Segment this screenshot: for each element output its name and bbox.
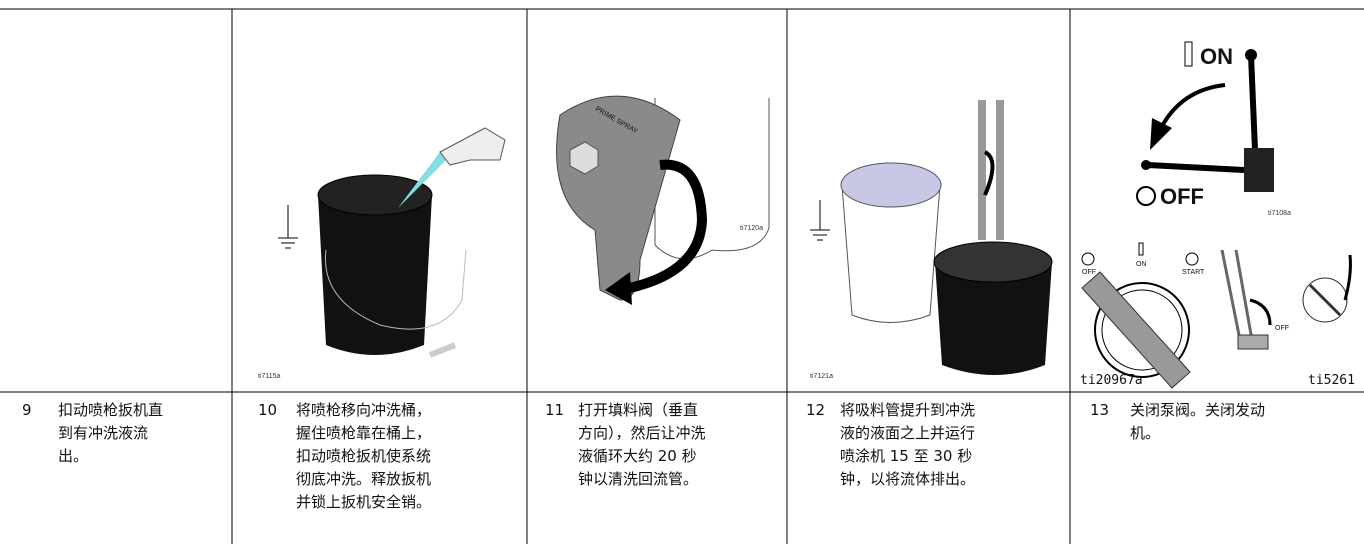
key-dial-inner — [1101, 289, 1183, 371]
arrow-head — [605, 272, 632, 305]
spray-gun — [439, 127, 506, 166]
bucket-rim — [317, 174, 433, 216]
bucket-rim — [933, 241, 1053, 283]
figure-prime-valve: PRIME SPRAY ti7120a — [556, 95, 770, 305]
figure-raise-siphon: ti7121a — [810, 100, 1053, 380]
ground-symbol — [278, 205, 298, 249]
step-text: 扣动喷枪扳机使系统 — [296, 447, 432, 465]
step-text: 关闭泵阀。关闭发动 — [1130, 401, 1266, 419]
figure-label: ti7108a — [1268, 210, 1291, 217]
bucket-rim — [840, 162, 942, 208]
bucket — [318, 195, 432, 355]
key — [1081, 271, 1191, 389]
table-grid — [0, 8, 1364, 544]
figure-label: ti20967a — [1080, 373, 1143, 388]
ground-symbol — [810, 200, 830, 241]
figure-label: ti7115a — [258, 373, 281, 380]
off-label: OFF — [1082, 269, 1096, 276]
choke-lever — [1308, 283, 1342, 317]
choke — [1302, 277, 1348, 323]
on-symbol — [1184, 41, 1193, 67]
pump-outline — [654, 98, 770, 260]
figure-fuel-valve: OFF ti5261 — [1220, 249, 1355, 388]
lever-knob — [1141, 160, 1151, 170]
step-number: 11 — [545, 401, 565, 419]
siphon-tube — [978, 100, 1004, 240]
bucket-black — [935, 262, 1052, 375]
step-text: 打开填料阀（垂直 — [578, 401, 699, 419]
hose — [428, 342, 457, 358]
lever-off — [1147, 162, 1245, 173]
off-label: OFF — [1160, 184, 1204, 209]
step-number: 13 — [1090, 401, 1110, 419]
step-text: 将吸料管提升到冲洗 — [840, 401, 976, 419]
on-label: ON — [1136, 261, 1147, 268]
step-number: 12 — [806, 401, 826, 419]
step-text: 并锁上扳机安全销。 — [296, 493, 432, 511]
step-text: 扣动喷枪扳机直 — [58, 401, 164, 419]
step-number: 10 — [258, 401, 278, 419]
step-text: 握住喷枪靠在桶上， — [296, 424, 432, 442]
start-label: START — [1182, 269, 1205, 276]
valve-handle — [1237, 334, 1269, 350]
rotate-arrow — [1158, 83, 1226, 131]
figure-key-switch: ON OFF START ti20967a — [1080, 242, 1205, 389]
up-arrow — [983, 150, 995, 196]
figure-label: ti7120a — [740, 225, 763, 232]
step-text: 钟以清洗回流管。 — [578, 470, 699, 488]
key-dial — [1094, 282, 1190, 378]
off-symbol — [1081, 252, 1095, 266]
step-text: 方向），然后让冲洗 — [578, 424, 706, 442]
step-text: 彻底冲洗。释放扳机 — [296, 470, 432, 488]
turn-arrow — [1249, 298, 1272, 326]
bucket-white — [841, 184, 941, 323]
on-symbol — [1138, 242, 1144, 256]
fuel-line — [1220, 249, 1254, 341]
step-text: 喷涂机 15 至 30 秒 — [840, 447, 973, 465]
step-text: 机。 — [1130, 424, 1161, 442]
arrow-head — [1150, 118, 1172, 150]
step-text: 出。 — [58, 447, 89, 465]
start-symbol — [1185, 252, 1199, 266]
step-text: 将喷枪移向冲洗桶， — [296, 401, 432, 419]
step-text: 钟，以将流体排出。 — [840, 470, 976, 488]
step-number: 9 — [22, 401, 32, 419]
figure-switch-off: ON OFF ti7108a — [1136, 41, 1291, 217]
figure-label: ti5261 — [1308, 373, 1355, 388]
figure-label: ti7121a — [810, 373, 833, 380]
off-symbol — [1136, 186, 1156, 206]
rotate-arrow — [619, 159, 708, 295]
step-text: 液的液面之上并运行 — [840, 424, 976, 442]
step-text: 液循环大约 20 秒 — [578, 447, 697, 465]
off-label: OFF — [1275, 325, 1289, 332]
spray — [398, 152, 446, 208]
figure-flush-gun: ti7115a — [258, 127, 506, 380]
valve-knob — [556, 95, 681, 301]
turn-arrow — [1343, 254, 1352, 301]
on-label: ON — [1200, 44, 1233, 69]
bucket-handle — [324, 249, 467, 330]
switch-body — [1244, 148, 1274, 192]
valve-nut — [569, 141, 599, 175]
lever — [1248, 54, 1258, 151]
step-text: 到有冲洗液流 — [58, 424, 149, 442]
